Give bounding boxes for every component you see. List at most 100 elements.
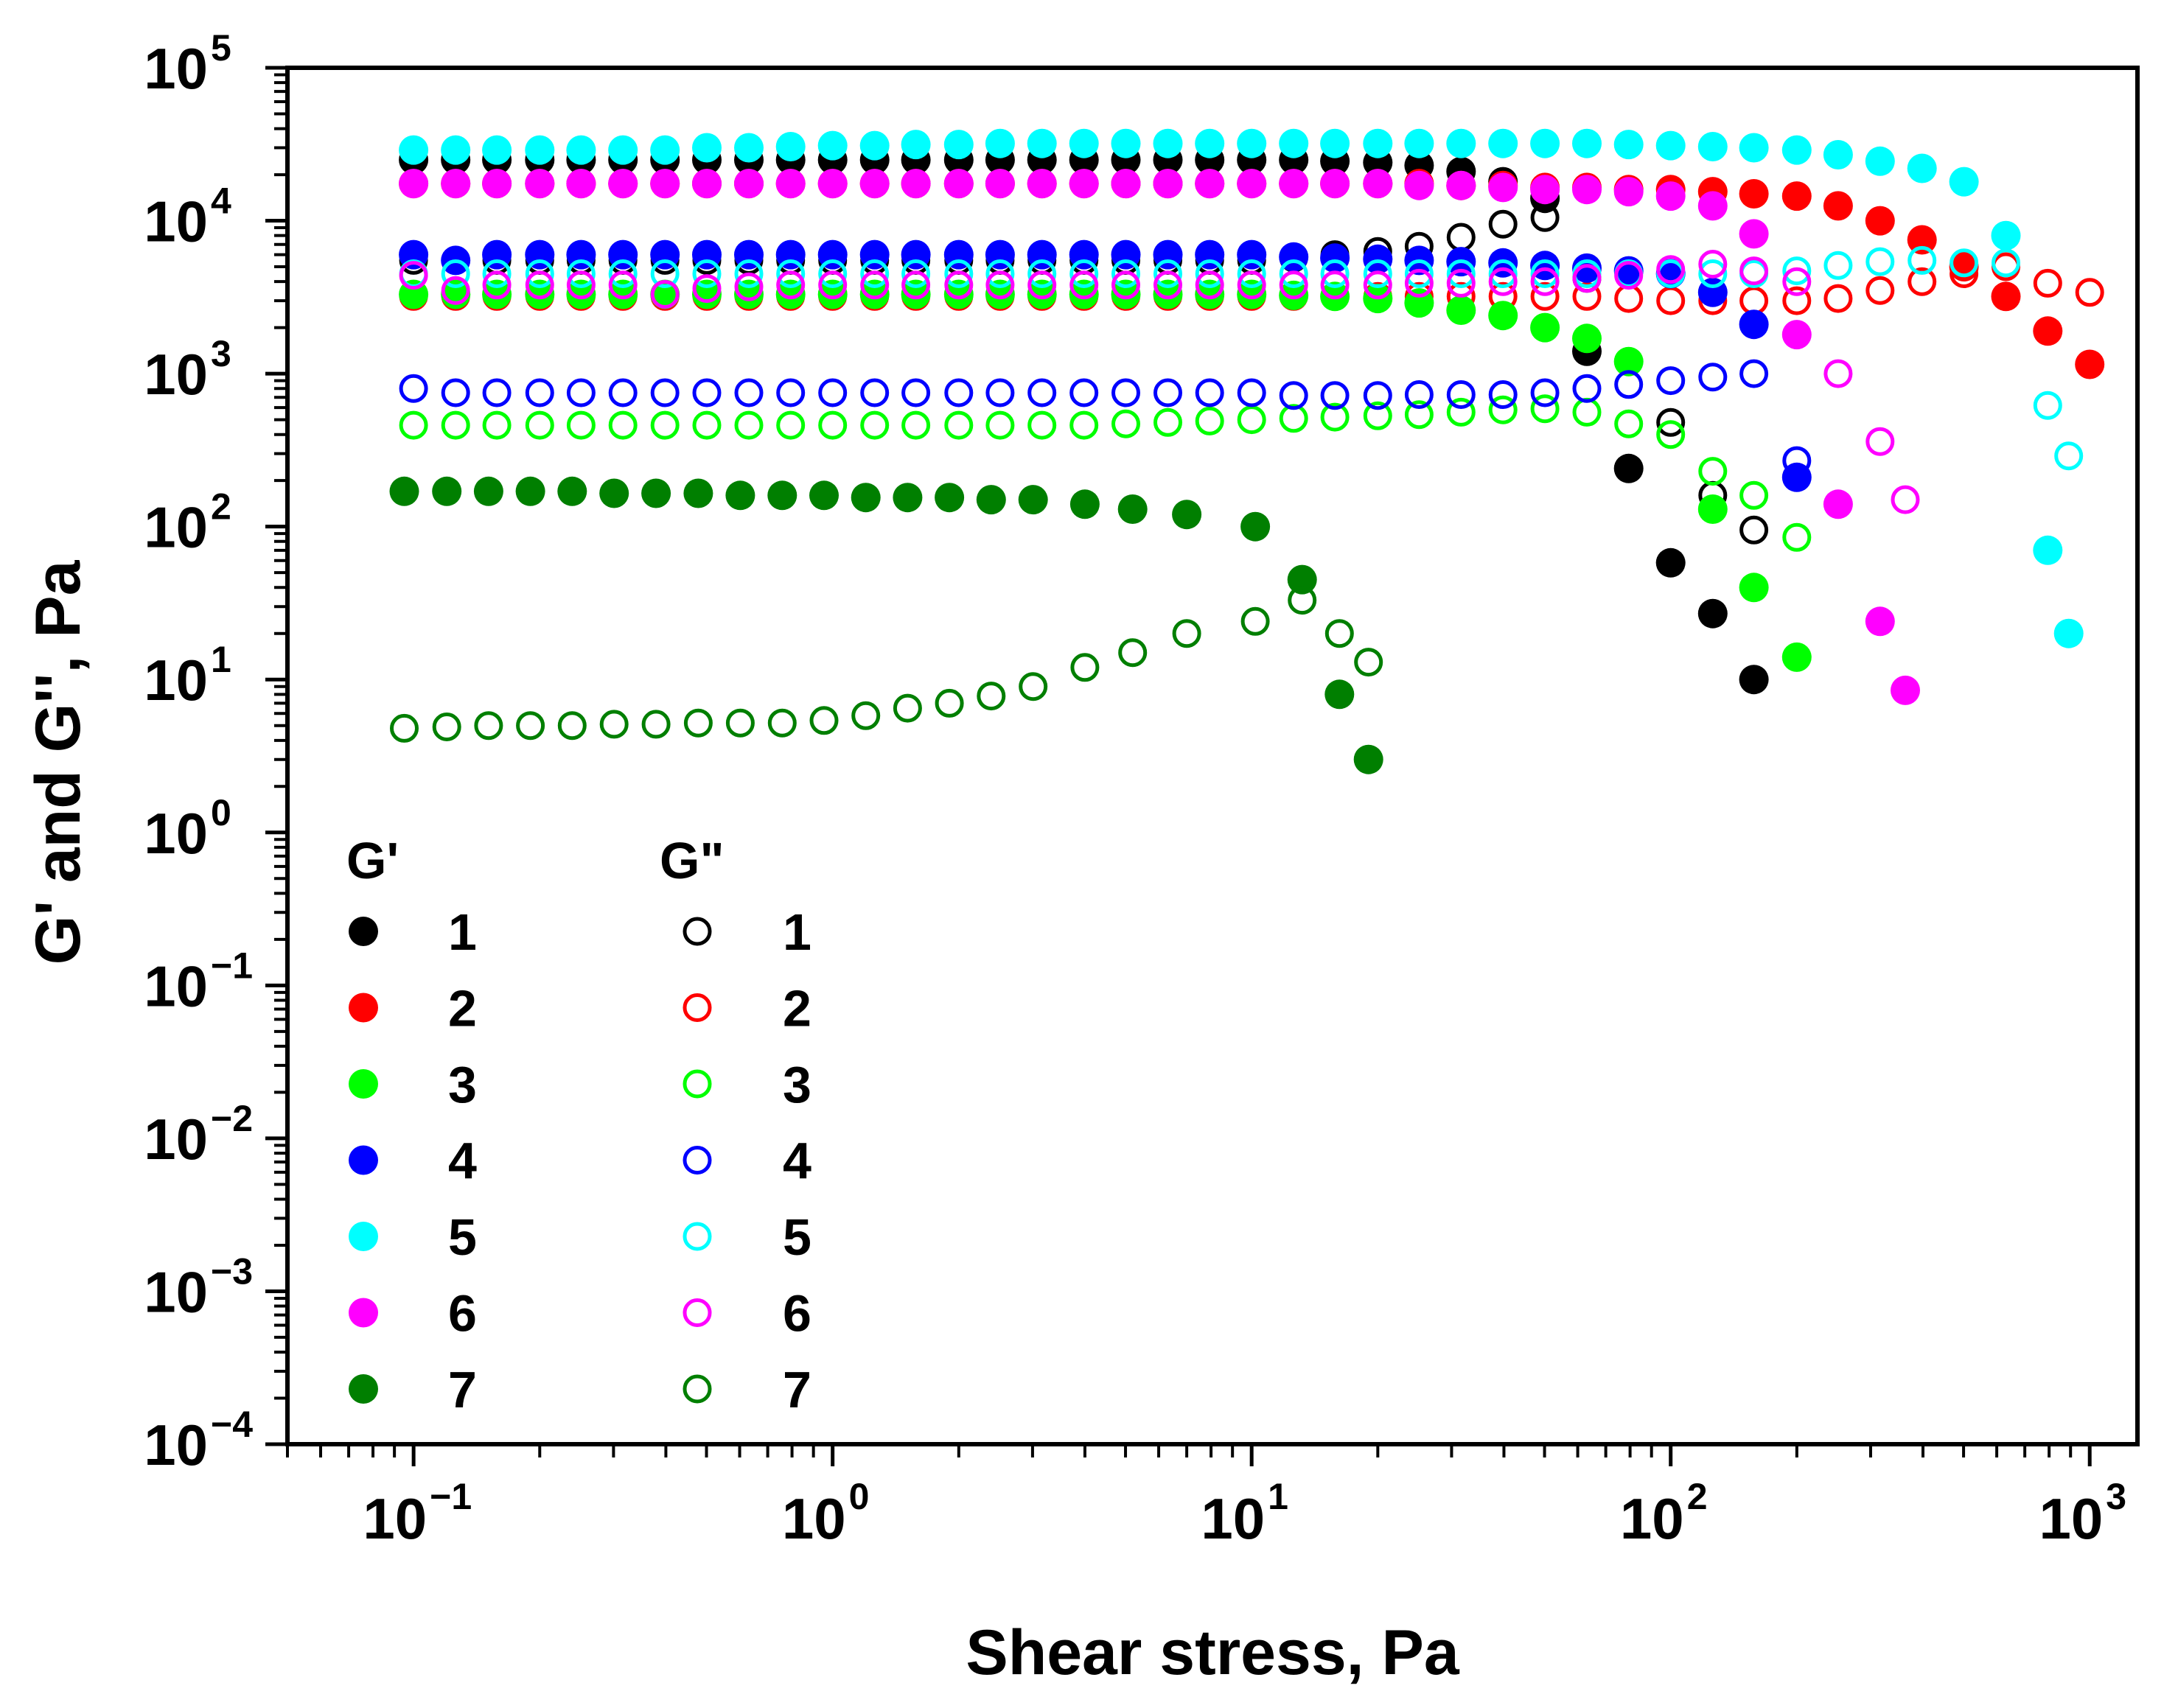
y-tick-label-base: 10: [144, 495, 208, 560]
axes: 10 −1 10 0 10 1 10 2 10 310 510 410 310 210 110 010 −110…: [144, 27, 2126, 1551]
data-point: [859, 169, 890, 199]
data-point: [1656, 255, 1686, 284]
data-point: [1153, 128, 1183, 158]
data-point: [1823, 489, 1853, 519]
data-point: [818, 259, 848, 288]
data-point: [1446, 128, 1476, 158]
data-point: [1781, 642, 1812, 672]
data-point: [944, 270, 974, 300]
data-point: [1782, 522, 1812, 552]
legend-marker-filled: [349, 1298, 378, 1328]
data-point: [817, 279, 848, 309]
data-point: [776, 410, 806, 440]
data-point: [734, 133, 764, 163]
data-point: [516, 711, 545, 741]
data-point: [1907, 225, 1937, 255]
y-tick-label-exponent: −3: [211, 1250, 253, 1292]
data-point: [1781, 320, 1812, 350]
data-point: [1153, 169, 1183, 199]
legend-marker-open: [683, 1374, 712, 1404]
data-point: [1908, 267, 1937, 296]
data-point: [1279, 280, 1309, 310]
data-point: [976, 485, 1006, 515]
data-point: [608, 378, 638, 407]
data-point: [1865, 247, 1895, 276]
data-point: [482, 270, 512, 300]
series-Gpp-4: [399, 359, 1812, 475]
y-tick-label-exponent: 2: [211, 486, 231, 528]
data-point: [641, 710, 671, 739]
data-point: [817, 130, 848, 161]
data-point: [1949, 167, 1979, 197]
x-tick-label-exponent: 2: [1687, 1476, 1708, 1517]
data-point: [818, 410, 848, 440]
series-Gpp-7: [390, 586, 1383, 743]
data-point: [1614, 409, 1644, 438]
data-point: [1363, 381, 1392, 410]
data-point: [1320, 270, 1350, 300]
data-point: [399, 169, 429, 199]
data-point: [1991, 281, 2021, 312]
data-point: [692, 378, 722, 407]
y-tick-label: 10 −1: [144, 945, 253, 1018]
data-point: [1069, 378, 1099, 407]
data-point: [441, 169, 471, 199]
data-point: [944, 410, 974, 440]
data-point: [1655, 181, 1686, 211]
data-point: [1739, 309, 1769, 340]
data-point: [1354, 648, 1383, 677]
data-point: [399, 410, 428, 440]
data-point: [734, 378, 764, 407]
data-point: [1237, 128, 1267, 158]
y-tick-label: 10 0: [144, 792, 231, 866]
y-tick-label-exponent: −2: [211, 1098, 253, 1139]
data-point: [608, 270, 638, 300]
data-point: [775, 169, 806, 199]
data-point: [1363, 128, 1393, 158]
data-point: [482, 410, 512, 440]
data-point: [566, 270, 596, 300]
data-point: [2033, 316, 2063, 346]
data-point: [1019, 672, 1048, 701]
data-point: [1363, 270, 1392, 300]
data-point: [1950, 248, 1979, 278]
data-point: [525, 270, 554, 300]
legend-label-g-prime: 6: [448, 1285, 477, 1343]
data-point: [692, 410, 722, 440]
series-Gp-5: [399, 128, 2084, 648]
data-point: [935, 688, 964, 718]
data-point: [775, 132, 806, 161]
x-tick-label: 10 0: [782, 1476, 870, 1551]
data-point: [608, 135, 638, 165]
series-Gp-6: [399, 169, 1920, 705]
series-Gp-7: [389, 476, 1383, 774]
data-point: [901, 270, 931, 300]
data-point: [1279, 404, 1308, 433]
data-point: [1907, 153, 1937, 183]
x-axis-title: Shear stress, Pa: [966, 1617, 1459, 1688]
y-tick-label-base: 10: [144, 1259, 208, 1324]
data-point: [599, 710, 629, 739]
data-point: [1698, 457, 1728, 486]
data-point: [1488, 301, 1518, 331]
data-point: [1446, 295, 1476, 325]
legend-marker-filled: [349, 1145, 378, 1175]
data-point: [860, 410, 890, 440]
data-point: [985, 378, 1015, 407]
x-tick-label-base: 10: [782, 1486, 846, 1551]
legend-label-g-prime: 3: [448, 1056, 477, 1113]
data-point: [1404, 259, 1434, 288]
data-point: [1027, 128, 1057, 158]
data-point: [1823, 191, 1853, 221]
data-point: [1739, 665, 1769, 695]
data-point: [776, 270, 806, 300]
data-point: [1320, 128, 1350, 158]
data-point: [1656, 407, 1686, 437]
data-point: [860, 259, 890, 288]
y-tick-label-exponent: 4: [211, 181, 231, 222]
y-tick-label: 10 2: [144, 486, 231, 560]
y-tick-label-base: 10: [144, 189, 208, 254]
data-point: [1027, 378, 1057, 407]
y-tick-label-exponent: 5: [211, 27, 231, 69]
data-point: [1488, 380, 1518, 409]
